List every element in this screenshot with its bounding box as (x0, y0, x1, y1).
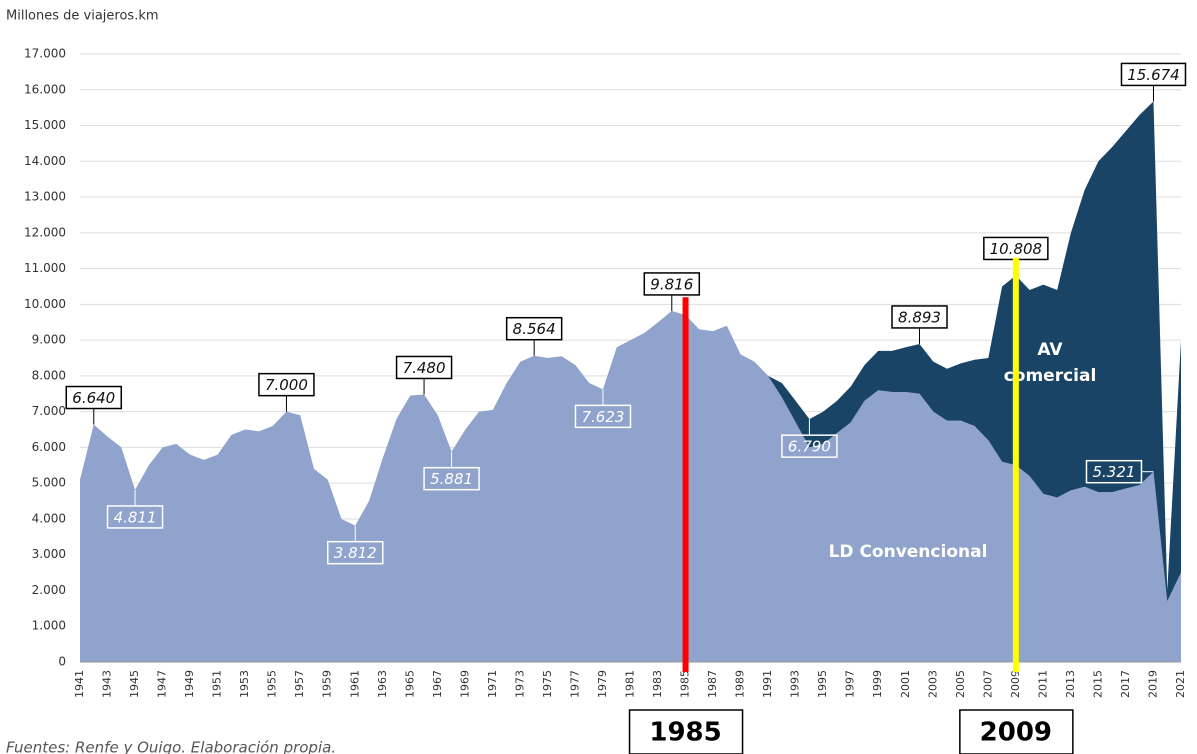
x-tick-label: 1947 (156, 670, 169, 698)
annotation-box (891, 305, 948, 329)
annotation-box (65, 385, 123, 410)
annotation-label: 7.623 (581, 408, 624, 426)
y-tick-label: 12.000 (24, 225, 66, 239)
x-tick-label: 2005 (954, 670, 967, 698)
annotation-label: 4.811 (114, 508, 157, 526)
x-tick-label: 2019 (1146, 670, 1159, 698)
y-tick-label: 2.000 (32, 583, 66, 597)
x-tick-label: 1979 (596, 670, 609, 698)
x-tick-label: 1973 (513, 670, 526, 698)
x-tick-label: 1999 (871, 670, 884, 698)
marker-label: 2009 (980, 718, 1052, 748)
y-tick-label: 5.000 (32, 476, 66, 490)
y-tick-label: 0 (58, 655, 66, 669)
x-tick-label: 2021 (1174, 670, 1187, 698)
y-tick-label: 10.000 (24, 297, 66, 311)
x-tick-label: 1971 (486, 670, 499, 698)
x-tick-label: 1965 (403, 670, 416, 698)
x-tick-label: 1955 (266, 670, 279, 698)
annotation-label: 3.812 (334, 544, 377, 562)
annotation-label: 10.808 (990, 240, 1043, 258)
marker-box (628, 709, 744, 754)
x-tick-label: 2001 (899, 670, 912, 698)
x-tick-label: 1961 (348, 670, 361, 698)
x-tick-label: 1957 (293, 670, 306, 698)
x-tick-label: 1995 (816, 670, 829, 698)
annotation-label: 6.790 (788, 438, 831, 456)
y-tick-label: 9.000 (32, 333, 66, 347)
annotation-box (505, 316, 563, 341)
annotation-label: 9.816 (650, 275, 693, 293)
annotation-box (327, 540, 384, 565)
x-tick-label: 1975 (541, 670, 554, 698)
annotation-box (106, 505, 164, 529)
x-tick-label: 2009 (1009, 670, 1022, 698)
x-tick-label: 1963 (376, 670, 389, 698)
x-tick-label: 1953 (238, 670, 251, 698)
x-tick-label: 2017 (1119, 670, 1132, 698)
x-tick-label: 1997 (844, 670, 857, 698)
y-tick-label: 1.000 (32, 619, 66, 633)
x-tick-label: 2015 (1091, 670, 1104, 698)
annotation-box (643, 272, 701, 296)
y-tick-label: 15.000 (24, 118, 66, 132)
x-tick-label: 2003 (926, 670, 939, 698)
x-tick-label: 1967 (431, 670, 444, 698)
x-tick-label: 1959 (321, 670, 334, 698)
annotation-box (574, 404, 632, 429)
x-tick-label: 2007 (981, 670, 994, 698)
area-label: LD Convencional (829, 542, 988, 562)
x-tick-label: 1989 (734, 670, 747, 698)
annotation-label: 6.640 (72, 389, 115, 407)
y-tick-label: 16.000 (24, 82, 66, 96)
annotation-label: 8.893 (898, 308, 941, 326)
x-tick-label: 1951 (211, 670, 224, 698)
x-tick-label: 1969 (458, 670, 471, 698)
y-tick-label: 7.000 (32, 404, 66, 418)
y-tick-label: 14.000 (24, 154, 66, 168)
annotation-box (395, 355, 453, 380)
annotation-box (423, 466, 480, 491)
x-tick-label: 1991 (761, 670, 774, 698)
area-label: AV comercial (1004, 340, 1097, 386)
y-tick-label: 6.000 (32, 440, 66, 454)
area (80, 310, 1181, 662)
y-tick-label: 4.000 (32, 511, 66, 525)
annotation-box (1085, 459, 1143, 484)
y-tick-label: 17.000 (24, 47, 66, 61)
annotation-box (258, 372, 315, 397)
area-label-line: AV (1037, 340, 1063, 360)
x-tick-label: 2011 (1036, 670, 1049, 698)
annotation-label: 7.000 (265, 376, 308, 394)
y-tick-label: 11.000 (24, 261, 66, 275)
x-tick-label: 1945 (128, 670, 141, 698)
area-label-line: comercial (1004, 366, 1097, 386)
y-tick-label: 13.000 (24, 190, 66, 204)
x-tick-label: 1949 (183, 670, 196, 698)
x-tick-label: 1983 (651, 670, 664, 698)
marker-box (959, 709, 1074, 754)
annotation-box (1120, 62, 1187, 87)
annotation-box (781, 434, 838, 458)
annotation-label: 15.674 (1127, 66, 1180, 84)
x-tick-label: 1941 (73, 670, 86, 698)
annotation-label: 7.480 (403, 359, 446, 377)
x-tick-label: 2013 (1064, 670, 1077, 698)
marker-label: 1985 (649, 718, 721, 748)
y-tick-label: 8.000 (32, 368, 66, 382)
x-tick-label: 1993 (789, 670, 802, 698)
x-tick-label: 1981 (624, 670, 637, 698)
annotation-label: 5.321 (1092, 463, 1135, 481)
x-tick-label: 1943 (101, 670, 114, 698)
y-axis-label: Millones de viajeros.km (6, 9, 159, 24)
area (768, 101, 1181, 602)
source: Fuentes: Renfe y Ouigo. Elaboración prop… (6, 739, 336, 754)
annotation-label: 5.881 (430, 470, 473, 488)
x-tick-label: 1987 (706, 670, 719, 698)
y-tick-label: 3.000 (32, 547, 66, 561)
x-tick-label: 1985 (679, 670, 692, 698)
annotation-label: 8.564 (513, 320, 556, 338)
x-tick-label: 1977 (568, 670, 581, 698)
